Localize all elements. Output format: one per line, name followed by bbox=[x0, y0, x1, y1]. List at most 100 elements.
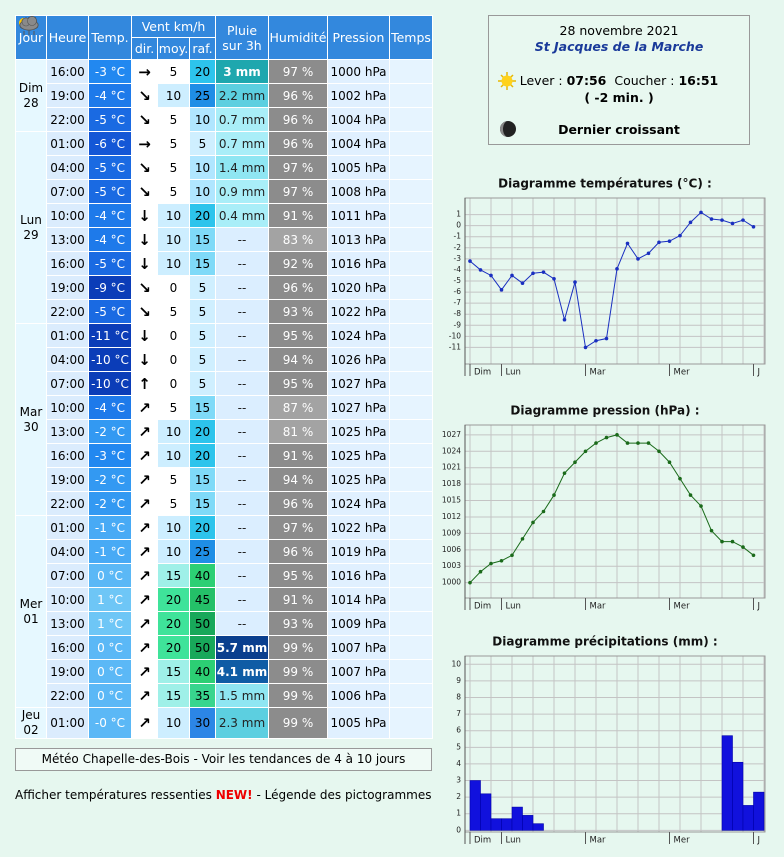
header: Temp. bbox=[88, 15, 132, 60]
y-tick-label: 10 bbox=[451, 659, 461, 668]
x-tick-label: Dim bbox=[474, 836, 491, 846]
rain: 1.4 mm bbox=[215, 155, 269, 180]
wind-gust: 20 bbox=[189, 443, 216, 468]
temperature: 0 °C bbox=[88, 683, 132, 708]
new-badge: NEW! bbox=[215, 788, 253, 802]
temperature: -9 °C bbox=[88, 275, 132, 300]
temperature: -10 °C bbox=[88, 371, 132, 396]
temperature: -1 °C bbox=[88, 515, 132, 540]
wind-avg: 0 bbox=[157, 347, 190, 372]
day-cell: Mer 01 bbox=[15, 515, 47, 708]
day-date: 28 bbox=[23, 95, 39, 110]
wind-avg: 15 bbox=[157, 563, 190, 588]
row: Mer 01 01:00 -1 °C ↗ 10 20 -- 97 % 1022 hPa bbox=[15, 15, 433, 708]
temperature: -3 °C bbox=[88, 59, 132, 84]
bar bbox=[742, 805, 754, 831]
header: dir. bbox=[131, 37, 158, 60]
rain: 0.4 mm bbox=[215, 203, 269, 228]
header-text: Pluie sur 3h bbox=[222, 22, 262, 53]
y-tick-label: -11 bbox=[449, 342, 461, 351]
pressure: 1024 hPa bbox=[327, 491, 390, 516]
weather bbox=[19, 15, 433, 372]
legend-link[interactable]: - Légende des pictogrammes bbox=[256, 788, 432, 802]
weather bbox=[19, 15, 433, 588]
temperature: 0 °C bbox=[88, 563, 132, 588]
point bbox=[730, 221, 735, 226]
felt-link[interactable]: Afficher températures ressenties bbox=[15, 788, 212, 802]
humidity: 87 % bbox=[268, 395, 328, 420]
x-tick-label: Mar bbox=[590, 836, 607, 846]
wind-dir: ↓ bbox=[131, 203, 158, 228]
point bbox=[751, 553, 756, 558]
point bbox=[667, 460, 672, 465]
temperature: -2 °C bbox=[88, 491, 132, 516]
weather bbox=[19, 15, 433, 108]
hour: 22:00 bbox=[46, 683, 89, 708]
bar bbox=[522, 815, 534, 831]
point bbox=[573, 460, 577, 465]
pressure: 1025 hPa bbox=[327, 443, 390, 468]
temperature: 0 °C bbox=[88, 635, 132, 660]
bar bbox=[469, 780, 481, 831]
header: Humidité bbox=[268, 15, 328, 60]
wind-dir: ↗ bbox=[131, 443, 158, 468]
y-tick-label: 1021 bbox=[442, 463, 461, 472]
y-tick-label: 0 bbox=[456, 825, 461, 834]
day-date: 02 bbox=[23, 723, 39, 737]
weather bbox=[19, 15, 433, 324]
wind-gust: 50 bbox=[189, 635, 216, 660]
humidity: 83 % bbox=[268, 227, 328, 252]
point bbox=[478, 569, 483, 574]
wind-dir: ↗ bbox=[131, 659, 158, 684]
wind-gust: 35 bbox=[189, 683, 216, 708]
y-tick-label: 1027 bbox=[442, 430, 461, 439]
y-tick-label: 1 bbox=[456, 809, 461, 818]
wind-gust: 5 bbox=[189, 371, 216, 396]
wind-dir: ↗ bbox=[131, 491, 158, 516]
day-name: Dim bbox=[18, 80, 44, 95]
wind-gust: 40 bbox=[189, 563, 216, 588]
trend-link[interactable]: Météo Chapelle-des-Bois - Voir les tenda… bbox=[15, 748, 432, 771]
rain: 4.1 mm bbox=[215, 659, 269, 684]
wind-dir: ↗ bbox=[131, 395, 158, 420]
row: Dim 28 16:00 -3 °C → 5 20 3 mm 97 % 1000 hPa bbox=[15, 15, 433, 132]
header: Heure bbox=[46, 15, 89, 60]
point bbox=[730, 539, 735, 544]
wind-avg: 5 bbox=[157, 131, 190, 156]
humidity: 91 % bbox=[268, 443, 328, 468]
weather bbox=[18, 15, 433, 396]
hour: 19:00 bbox=[46, 275, 89, 300]
row: 22:00 -2 °C ↗ 5 15 -- 96 % 1024 hPa bbox=[16, 15, 433, 516]
rain: -- bbox=[215, 395, 269, 420]
weather bbox=[19, 15, 433, 492]
point bbox=[720, 539, 724, 544]
header: Vent km/h bbox=[131, 15, 216, 38]
chart-title: Diagramme pression (hPa) : bbox=[510, 404, 699, 418]
weather bbox=[19, 15, 433, 444]
y-tick-label: -1 bbox=[454, 232, 462, 241]
pressure: 1005 hPa bbox=[327, 155, 390, 180]
temperature: -10 °C bbox=[88, 347, 132, 372]
weather bbox=[19, 15, 433, 540]
y-tick-label: 2 bbox=[456, 792, 461, 801]
humidity: 96 % bbox=[268, 83, 328, 108]
pressure: 1004 hPa bbox=[327, 107, 390, 132]
point bbox=[604, 336, 609, 341]
wind-gust: 15 bbox=[189, 491, 216, 516]
row: 22:00 -5 °C ↘ 5 5 -- 93 % 1022 hPa bbox=[16, 15, 433, 324]
hour: 16:00 bbox=[46, 443, 89, 468]
rain: -- bbox=[215, 467, 269, 492]
point bbox=[573, 280, 577, 284]
row: 04:00 -5 °C ↘ 5 10 1.4 mm 97 % 1005 hPa bbox=[16, 15, 433, 180]
wind-avg: 15 bbox=[157, 683, 190, 708]
wind-dir: ↗ bbox=[131, 539, 158, 564]
rain: -- bbox=[215, 275, 269, 300]
point bbox=[657, 240, 661, 245]
y-tick-label: 1018 bbox=[442, 479, 461, 488]
humidity: 92 % bbox=[268, 251, 328, 276]
temperature: -5 °C bbox=[88, 155, 132, 180]
day-cell: Jeu 02 bbox=[15, 707, 47, 739]
x-tick-label: Lun bbox=[506, 602, 521, 612]
wind-gust: 15 bbox=[189, 467, 216, 492]
